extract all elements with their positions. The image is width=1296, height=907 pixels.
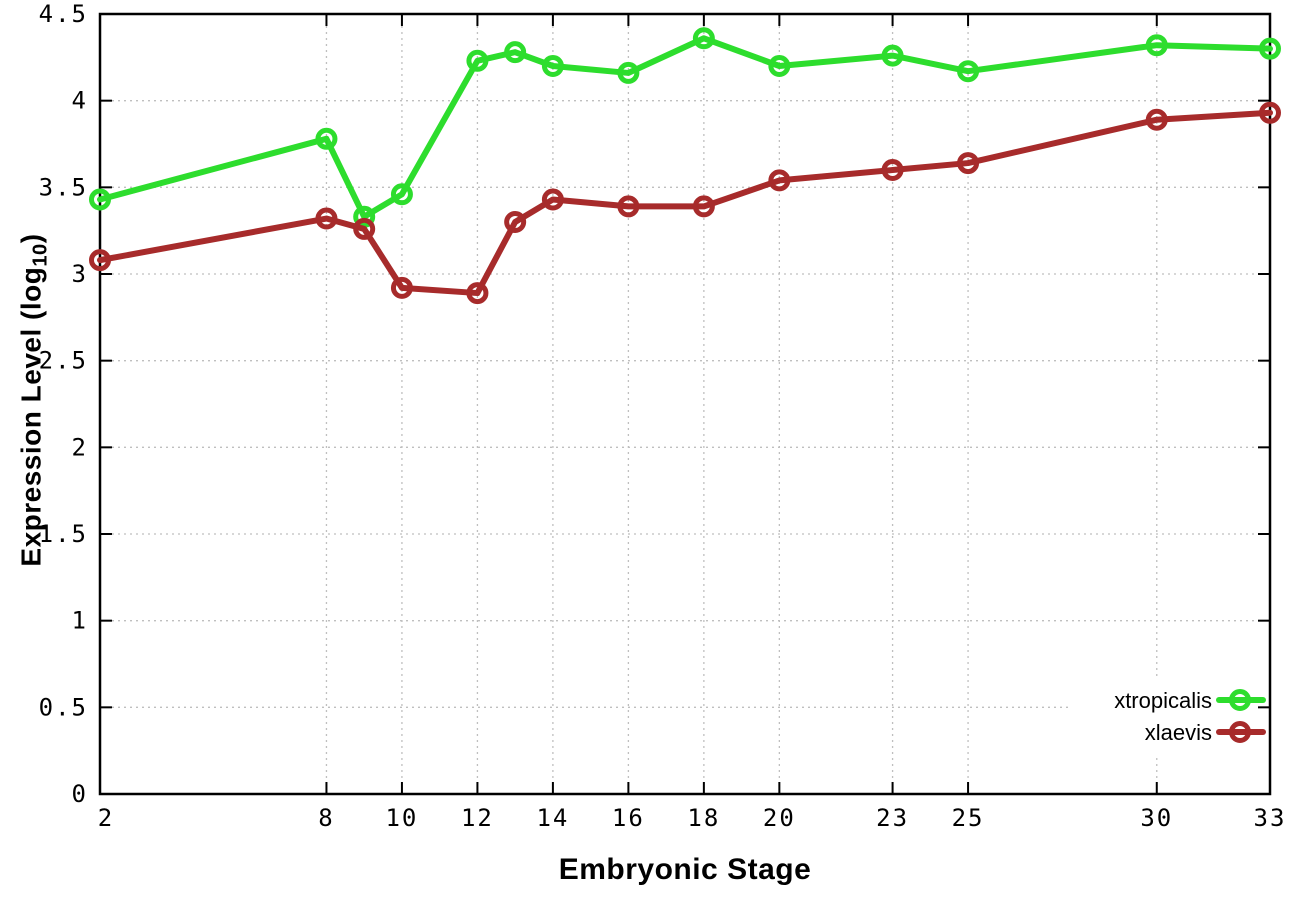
legend-sample-marker-xtropicalis [1229,689,1251,711]
series-xlaevis-marker [768,169,791,192]
legend-sample-marker-xlaevis [1229,721,1251,743]
x-tick-label: 14 [536,804,569,832]
series-xtropicalis-marker [390,183,413,206]
series-xlaevis-marker [881,159,904,181]
series-xtropicalis-marker [89,188,111,211]
series-xlaevis-line [97,109,1273,297]
y-axis-title-subscript: 10 [29,243,52,267]
x-tick-label: 12 [461,804,494,832]
series-xtropicalis-line [97,35,1273,220]
series-xlaevis-marker [353,217,376,240]
x-tick-label: 18 [687,804,720,832]
x-axis-title: Embryonic Stage [558,853,812,886]
series-xtropicalis-marker [315,127,338,150]
series-xlaevis-marker [504,211,527,233]
series-xtropicalis-marker [541,55,564,77]
x-tick-label: 23 [876,804,909,832]
series-xtropicalis-marker [957,60,980,83]
series-xlaevis-marker [1259,101,1281,124]
y-tick-label: 3 [72,260,88,288]
series-xtropicalis-marker [881,44,904,67]
legend-label-xlaevis: xlaevis [1145,720,1212,745]
series-xtropicalis-marker [504,41,527,64]
series-xtropicalis-marker [768,55,791,77]
legend-label-xtropicalis: xtropicalis [1114,688,1212,713]
y-tick-label: 0 [72,780,88,808]
series-xlaevis-marker [617,195,640,218]
x-tick-label: 30 [1140,804,1173,832]
series-xtropicalis-marker [1259,37,1281,60]
y-tick-label: 3.5 [39,173,88,201]
series-xtropicalis-marker [692,27,715,50]
x-tick-label: 33 [1254,804,1287,832]
x-tick-label: 2 [98,804,114,832]
series-xtropicalis-marker [617,61,640,84]
series-xlaevis-marker [541,188,564,211]
y-tick-label: 0.5 [39,693,88,721]
series-xlaevis-marker [1145,108,1168,131]
x-tick-label: 20 [763,804,796,832]
plot-border [98,12,1272,796]
series-xlaevis-marker [89,249,111,272]
series-xlaevis-marker [315,207,338,230]
series-xtropicalis-marker [1145,34,1168,57]
x-tick-label: 16 [612,804,645,832]
y-tick-label: 4.5 [39,0,88,28]
series-xlaevis-marker [466,282,489,305]
y-tick-label: 2 [72,433,88,461]
series-xlaevis-marker [692,195,715,218]
y-tick-label: 1 [72,607,88,635]
y-tick-label: 1.5 [39,520,88,548]
series-xlaevis-marker [390,276,413,299]
y-tick-label: 4 [72,87,88,115]
x-tick-label: 25 [952,804,985,832]
series-xtropicalis-marker [466,49,489,72]
y-axis-title-text: Expression Level (log10) [15,233,52,567]
x-tick-label: 10 [385,804,418,832]
series-xlaevis-marker [957,152,980,175]
x-tick-label: 8 [318,804,334,832]
series-xtropicalis-marker [353,205,376,228]
y-tick-label: 2.5 [39,347,88,375]
